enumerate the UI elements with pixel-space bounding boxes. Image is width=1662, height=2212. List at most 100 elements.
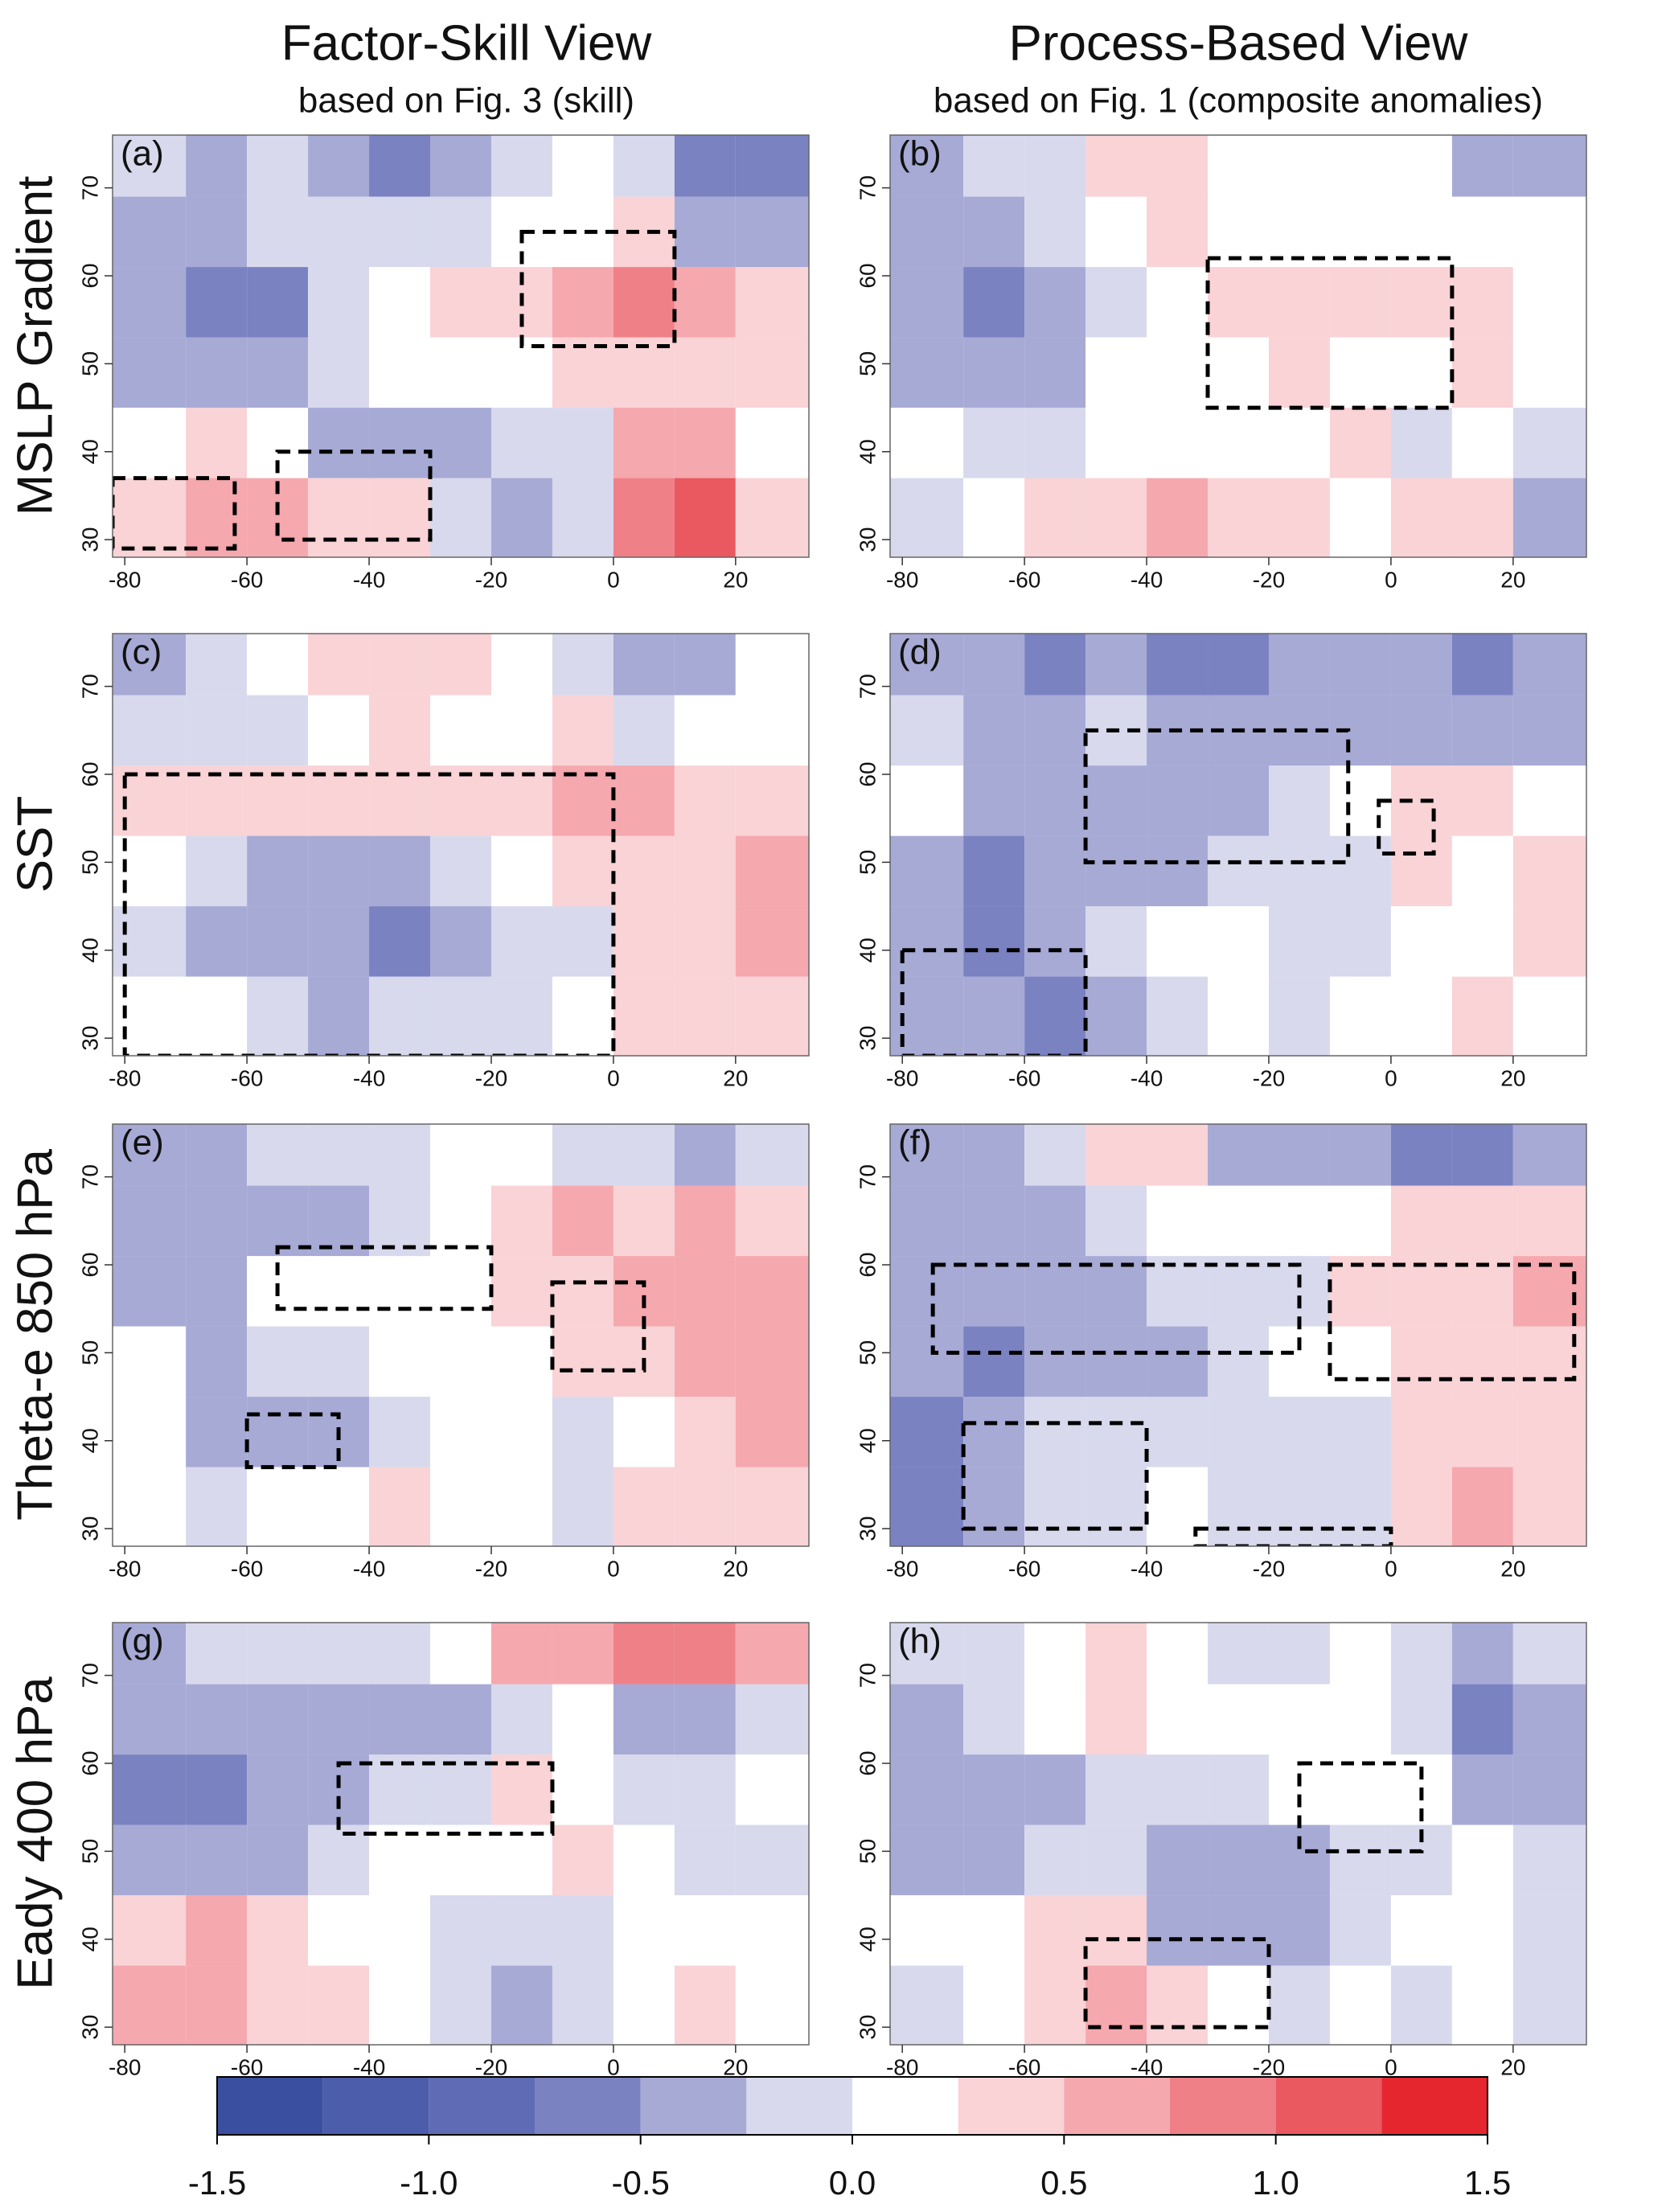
x-tick-label: 0 [607,1556,620,1581]
grid-cell [735,267,809,338]
grid-cell [963,337,1025,408]
grid-cell [430,695,491,766]
grid-cell [1451,1256,1513,1327]
grid-cell [490,1754,552,1825]
map-panel [890,1124,1586,1546]
grid-cell [890,695,964,766]
grid-cell [1329,1397,1391,1467]
grid-cell [247,135,309,197]
grid-cell [430,765,491,836]
x-tick-label: -20 [1253,1065,1285,1090]
grid-cell [735,135,809,197]
grid-cell [1390,1895,1452,1966]
grid-cell [1024,135,1086,197]
y-tick-label: 40 [77,439,102,464]
grid-cell [1390,196,1452,268]
grid-cell [490,1185,552,1257]
x-tick-label: -80 [886,1065,918,1090]
x-tick-label: 0 [607,567,620,592]
grid-cell [613,695,675,766]
grid-cell [1451,1824,1513,1896]
grid-cell [430,408,491,478]
grid-cell [1024,1824,1086,1896]
grid-cell [1451,267,1513,338]
grid-cell [490,906,552,977]
y-tick-label: 40 [77,1927,102,1951]
grid-cell [1085,976,1147,1056]
grid-cell [247,1185,309,1257]
grid-cell [186,1824,248,1896]
grid-cell [963,1754,1025,1825]
x-tick-label: 20 [1500,1556,1525,1581]
grid-cell [552,1965,614,2045]
grid-cell [186,1965,248,2045]
grid-cell [1085,1684,1147,1755]
grid-cell [963,135,1025,197]
grid-cell [735,1684,809,1755]
grid-cell [890,135,964,197]
map-panel [113,634,809,1056]
grid-cell [430,337,491,408]
grid-cell [1024,695,1086,766]
colorbar-tick-label: 1.5 [1464,2164,1511,2202]
grid-cell [247,1754,309,1825]
grid-cell [1451,1965,1513,2045]
grid-cell [308,1124,370,1186]
grid-cell [490,634,552,696]
grid-cell [1268,906,1330,977]
x-tick-label: -20 [475,2054,507,2079]
grid-cell [1451,634,1513,696]
panel-label: (a) [121,134,164,174]
y-tick-label: 60 [77,1750,102,1775]
column-title: Factor-Skill View [281,15,652,71]
grid-cell [369,634,431,696]
grid-cell [552,135,614,197]
region-box [122,772,616,1056]
grid-cell [113,1467,187,1546]
x-tick-label: -20 [475,1065,507,1090]
x-tick-label: 0 [1385,567,1397,592]
x-tick-label: -60 [231,567,263,592]
grid-cell [1024,765,1086,836]
grid-cell [1147,1467,1209,1546]
x-tick-label: -40 [1131,1065,1163,1090]
plot-frame [112,134,810,558]
grid-cell [1024,478,1086,557]
grid-cell [247,976,309,1056]
region-box [1083,1937,1271,2029]
grid-cell [1024,1397,1086,1467]
grid-cell [735,634,809,696]
grid-cell [1329,1124,1391,1186]
grid-cell [369,765,431,836]
grid-cell [735,906,809,977]
grid-cell [490,1623,552,1685]
column-title: Process-Based View [1009,15,1468,71]
grid-cell [1268,976,1330,1056]
region-box [1083,728,1351,864]
grid-cell [1147,835,1209,907]
grid-cell [186,1124,248,1186]
grid-cell [490,1326,552,1397]
x-tick-label: 20 [723,2054,748,2079]
grid-cell [1268,1824,1330,1896]
grid-cell [1329,634,1391,696]
grid-cell [735,1824,809,1896]
grid-cell [674,1467,736,1546]
y-tick-label: 50 [855,1839,880,1864]
grid-cell [186,1895,248,1966]
grid-cell [247,1124,309,1186]
grid-cell [552,1754,614,1825]
grid-cell [430,835,491,907]
grid-cell [1085,1467,1147,1546]
grid-cell [1147,1397,1209,1467]
grid-cell [308,835,370,907]
grid-cell [674,1256,736,1327]
grid-cell [963,906,1025,977]
grid-cell [890,765,964,836]
grid-cell [1085,1754,1147,1825]
grid-cell [613,1467,675,1546]
grid-cell [613,906,675,977]
x-tick-label: -80 [109,2054,141,2079]
grid-cell [1147,1256,1209,1327]
grid-cell [1512,1824,1586,1896]
